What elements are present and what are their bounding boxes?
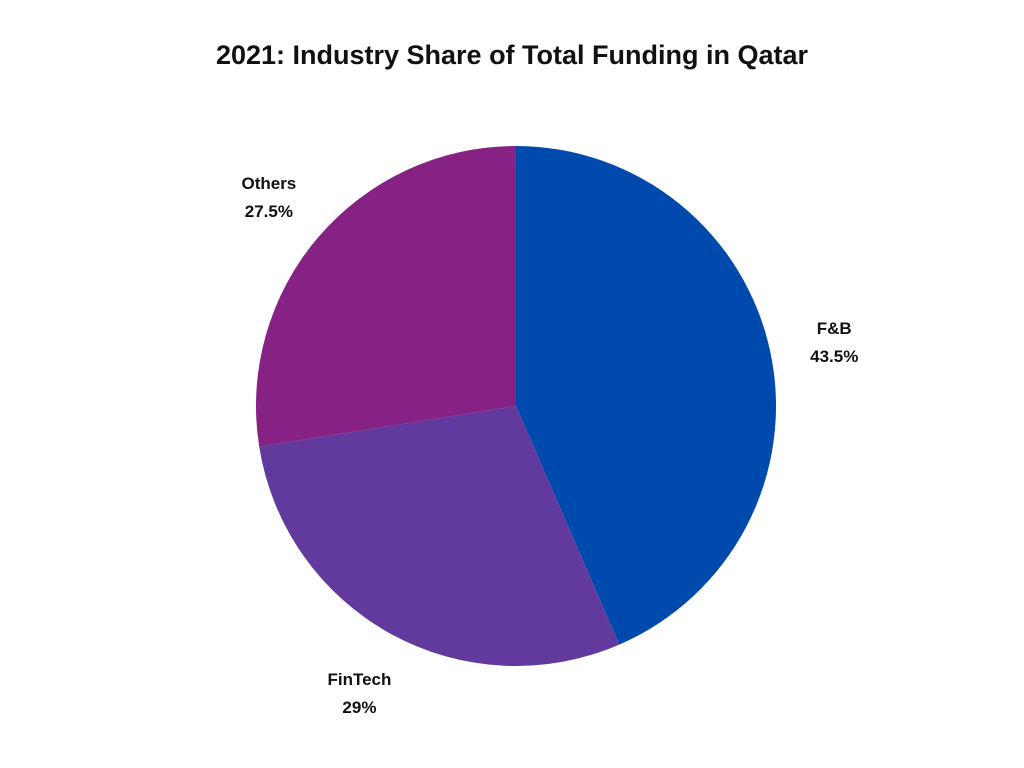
slice-value-f-b: 43.5% — [810, 347, 858, 366]
slice-category-f-b: F&B — [817, 319, 852, 338]
pie-slice-others — [255, 146, 516, 447]
slice-value-others: 27.5% — [245, 202, 293, 221]
slice-category-fintech: FinTech — [327, 670, 391, 689]
slice-label-f-b: F&B 43.5% — [810, 319, 858, 366]
slice-label-fintech: FinTech 29% — [327, 670, 391, 717]
chart-title: 2021: Industry Share of Total Funding in… — [215, 40, 809, 70]
pie-slices — [255, 146, 777, 666]
slice-value-fintech: 29% — [342, 698, 376, 717]
pie-slice-fintech — [259, 406, 620, 666]
pie-labels: F&B 43.5% FinTech 29% Others 27.5% — [241, 174, 858, 717]
pie-slice-f-b — [516, 146, 777, 645]
slice-label-others: Others 27.5% — [241, 174, 296, 221]
slice-category-others: Others — [241, 174, 296, 193]
